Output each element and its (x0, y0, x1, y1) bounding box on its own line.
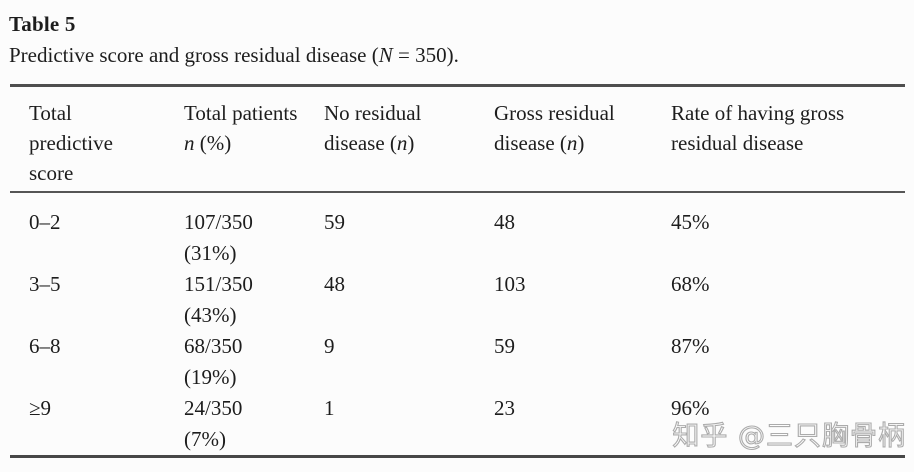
cell-gross-residual: 103 (494, 272, 526, 296)
header-rate-gross-residual: Rate of having gross residual disease (652, 85, 905, 193)
patients-percent: (43%) (184, 303, 237, 327)
header-no-residual-suffix: ) (407, 131, 415, 155)
table-header: Total predictive score Total patients n … (10, 85, 905, 193)
caption-text-post: = 350). (392, 43, 459, 67)
patients-count: 68/350 (184, 334, 243, 358)
table-row: 3–5 151/350 (43%) 48 103 68% (10, 269, 905, 331)
patients-count: 107/350 (184, 210, 253, 234)
cell-no-residual: 59 (324, 210, 345, 234)
header-gross-residual-text: Gross residual disease ( (494, 101, 615, 155)
cell-no-residual: 9 (324, 334, 335, 358)
cell-no-residual: 48 (324, 272, 345, 296)
cell-patients: 68/350 (19%) (165, 331, 305, 393)
patients-percent: (31%) (184, 241, 237, 265)
cell-patients: 151/350 (43%) (165, 269, 305, 331)
cell-gross-residual: 59 (494, 334, 515, 358)
header-no-residual-text: No residual disease ( (324, 101, 422, 155)
cell-rate: 68% (671, 272, 710, 296)
table-body: 0–2 107/350 (31%) 59 48 45% 3–5 151/350 … (10, 192, 905, 457)
cell-rate: 45% (671, 210, 710, 234)
cell-rate: 87% (671, 334, 710, 358)
patients-percent: (19%) (184, 365, 237, 389)
patients-count: 24/350 (184, 396, 243, 420)
table-row: ≥9 24/350 (7%) 1 23 96% (10, 393, 905, 457)
header-gross-residual-disease: Gross residual disease (n) (475, 85, 652, 193)
cell-gross-residual: 23 (494, 396, 515, 420)
table-number-title: Table 5 (9, 12, 76, 36)
zhihu-watermark: 知乎 @三只胸骨柄 (672, 420, 906, 452)
header-no-residual-n-variable: n (396, 131, 408, 155)
header-gross-residual-suffix: ) (577, 131, 585, 155)
predictive-score-table: Total predictive score Total patients n … (10, 84, 905, 458)
cell-score: ≥9 (29, 396, 52, 420)
header-total-patients-suffix: (%) (194, 131, 232, 155)
table-row: 6–8 68/350 (19%) 9 59 87% (10, 331, 905, 393)
cell-gross-residual: 48 (494, 210, 515, 234)
patients-count: 151/350 (184, 272, 253, 296)
header-no-residual-disease: No residual disease (n) (305, 85, 475, 193)
header-total-predictive-score: Total predictive score (10, 85, 165, 193)
caption-text-pre: Predictive score and gross residual dise… (9, 43, 379, 67)
cell-patients: 107/350 (31%) (165, 192, 305, 269)
header-row: Total predictive score Total patients n … (10, 85, 905, 193)
cell-rate: 96% (671, 396, 710, 420)
cell-no-residual: 1 (324, 396, 335, 420)
header-total-patients-n-variable: n (184, 131, 195, 155)
header-gross-residual-n-variable: n (566, 131, 578, 155)
cell-patients: 24/350 (7%) (165, 393, 305, 457)
header-total-patients-text: Total patients (184, 101, 298, 125)
table-row: 0–2 107/350 (31%) 59 48 45% (10, 192, 905, 269)
patients-percent: (7%) (184, 427, 226, 451)
cell-score: 3–5 (29, 272, 61, 296)
caption-n-variable: N (378, 43, 393, 67)
header-total-patients: Total patients n (%) (165, 85, 305, 193)
cell-score: 6–8 (29, 334, 61, 358)
cell-score: 0–2 (29, 210, 61, 234)
table-caption: Predictive score and gross residual dise… (9, 43, 459, 68)
